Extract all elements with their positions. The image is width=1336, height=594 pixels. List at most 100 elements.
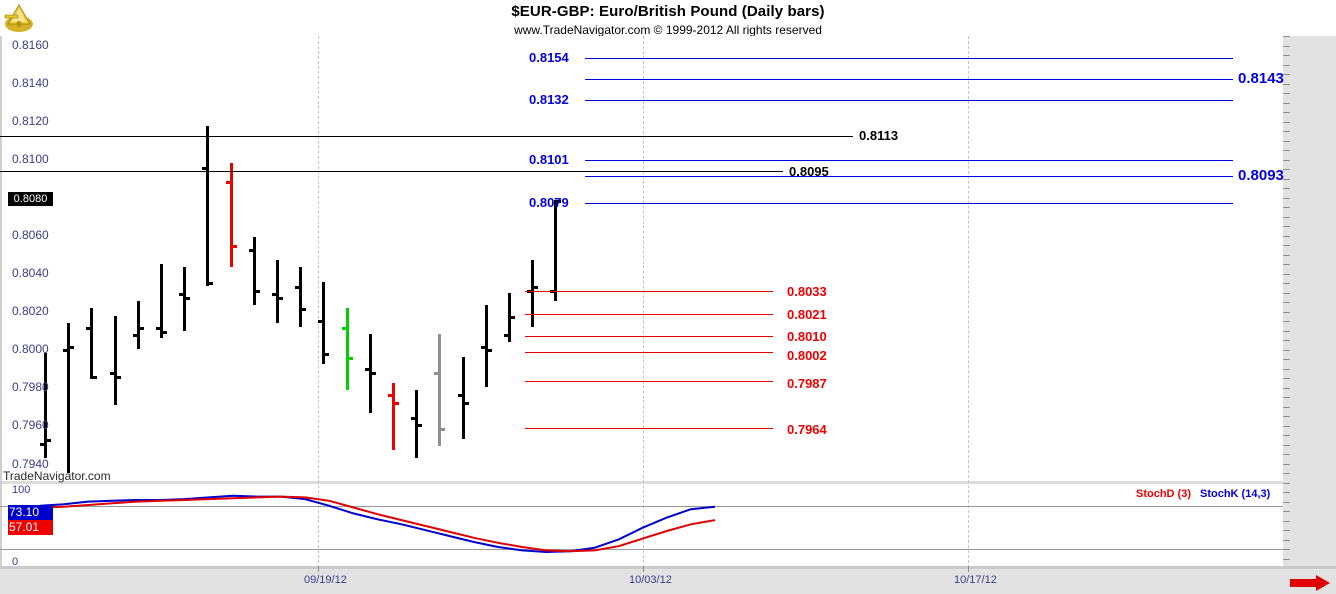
pane-divider [0,481,1283,484]
ohlc-bar [318,282,330,365]
axis-tick [1283,245,1290,246]
axis-tick [1283,482,1290,484]
level-line-0.8143[interactable] [585,79,1233,80]
price-axis-label-0.7940: 0.7940 [12,457,49,471]
stoch-k-value-box: 73.10 [8,505,53,520]
ohlc-bar [504,293,515,342]
axis-tick [1283,178,1290,180]
axis-tick [1283,235,1290,237]
axis-tick [1283,45,1290,47]
level-line-0.8010[interactable] [525,336,773,337]
axis-tick [1283,140,1290,142]
ohlc-bar [179,267,191,331]
ohlc-bar [388,382,399,451]
scroll-forward-arrow[interactable] [1290,575,1330,591]
price-axis-label-0.8060: 0.8060 [12,228,49,242]
ohlc-bar [40,353,51,458]
ohlc-bar [63,323,75,473]
axis-tick [1283,159,1290,161]
axis-tick [1283,150,1290,151]
level-label-0.8154: 0.8154 [529,50,569,65]
axis-tick [1283,188,1290,189]
bottom-divider [0,566,1336,569]
axis-tick [1283,549,1290,550]
axis-tick [1283,83,1290,85]
ohlc-bar [364,334,376,413]
level-label-0.8093: 0.8093 [1238,167,1284,184]
price-axis-label-0.8140: 0.8140 [12,76,49,90]
ohlc-bar [434,334,446,447]
date-tick-1003 [643,566,644,572]
axis-tick [1283,283,1290,284]
axis-tick [1283,169,1290,170]
sextant-logo [4,4,33,32]
ohlc-bar [411,390,423,458]
level-line-0.8154[interactable] [585,58,1233,59]
axis-tick [1283,36,1290,37]
page-title: $EUR-GBP: Euro/British Pound (Daily bars… [511,3,825,20]
ohlc-bar [109,315,121,406]
axis-tick [1283,330,1290,332]
watermark-label: TradeNavigator.com [3,469,111,483]
level-line-0.7987[interactable] [525,381,773,382]
ohlc-bar [295,267,307,327]
level-label-0.8113: 0.8113 [859,128,899,143]
level-line-0.8101[interactable] [585,160,1233,161]
level-label-0.8143: 0.8143 [1238,70,1284,87]
stoch-k-legend: StochK (14,3) [1200,488,1271,500]
level-label-0.7964: 0.7964 [787,422,827,437]
level-line-0.8033[interactable] [525,291,773,292]
axis-tick [1283,226,1290,227]
price-axis-label-0.8120: 0.8120 [12,114,49,128]
axis-tick [1283,539,1290,541]
axis-tick [1283,473,1290,474]
level-label-0.8095: 0.8095 [789,164,829,179]
level-line-0.8113[interactable] [0,136,853,137]
axis-tick [1283,207,1290,208]
axis-tick [1283,463,1290,465]
axis-tick [1283,216,1290,218]
level-line-0.7964[interactable] [525,428,773,429]
date-label-1017: 10/17/12 [954,574,997,586]
date-label-1003: 10/03/12 [629,574,672,586]
level-line-0.8002[interactable] [525,352,773,353]
level-line-0.8093[interactable] [585,176,1233,177]
axis-tick [1283,501,1290,503]
axis-tick [1283,292,1290,294]
axis-tick [1283,530,1290,531]
level-line-0.8079[interactable] [585,203,1233,204]
stoch-axis-label-100: 100 [12,484,31,496]
ohlc-bar [86,308,98,380]
axis-tick [1283,558,1290,560]
level-label-0.8002: 0.8002 [787,348,827,363]
level-label-0.8021: 0.8021 [787,307,827,322]
axis-tick [1283,397,1290,398]
level-line-0.8095[interactable] [0,171,783,172]
axis-tick [1283,387,1290,389]
ohlc-bar [132,300,144,350]
vgrid-0919 [318,36,319,568]
axis-tick [1283,406,1290,408]
date-tick-1017 [968,566,969,572]
level-line-0.8132[interactable] [585,100,1233,101]
price-axis-column[interactable] [1283,36,1336,568]
axis-tick [1283,349,1290,351]
axis-tick [1283,102,1290,104]
ohlc-bar [527,259,539,328]
level-line-0.8021[interactable] [525,314,773,315]
axis-tick [1283,273,1290,275]
stoch-ref-80 [0,506,1283,507]
axis-tick [1283,416,1290,417]
axis-tick [1283,368,1290,370]
level-label-0.8132: 0.8132 [529,92,569,107]
axis-tick [1283,197,1290,199]
ohlc-bar [550,200,562,301]
ohlc-bar [480,304,492,387]
axis-tick [1283,302,1290,303]
price-chart-pane[interactable] [0,36,1283,482]
ohlc-bar [457,356,469,439]
axis-tick [1283,311,1290,313]
axis-tick [1283,321,1290,322]
current-price-tag: 0.8080 [8,192,53,206]
price-axis-label-0.8020: 0.8020 [12,304,49,318]
